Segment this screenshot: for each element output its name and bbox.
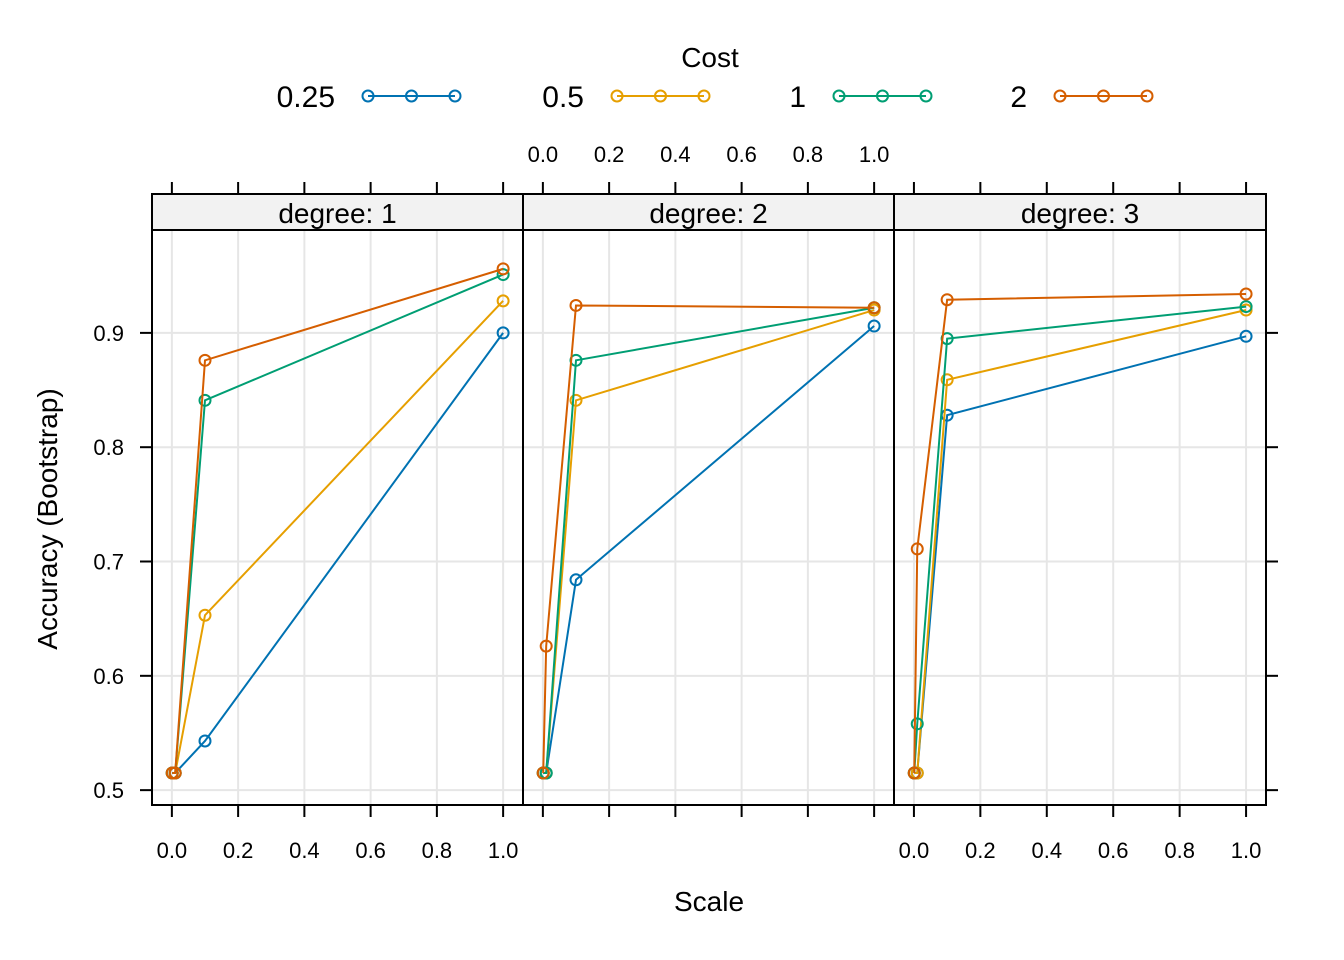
data-point-cost-0.25	[569, 573, 583, 587]
data-point-cost-2	[168, 766, 182, 780]
legend-marker-cost-0.5	[697, 89, 711, 103]
panel-frame	[151, 193, 524, 806]
data-point-cost-1	[1239, 300, 1253, 314]
series-line-cost-0.25	[543, 325, 875, 774]
series-line-cost-2	[542, 304, 875, 774]
x-tick-label: 0.2	[223, 838, 254, 863]
y-tick-label: 0.9	[93, 321, 124, 346]
x-tick-label: 0.6	[726, 142, 757, 167]
legend-marker-cost-0.5	[610, 89, 624, 103]
grid-lines	[152, 230, 1266, 805]
data-point-cost-0.25	[198, 734, 212, 748]
data-point-cost-2	[198, 353, 212, 367]
axis-ticks: 0.0 0.2 0.4 0.6 0.8 1.0 0.0 0.2 0.4 0.6 0.8 1.0 0.0 0…	[93, 142, 1278, 863]
x-tick-label: 0.8	[422, 838, 453, 863]
series-line-cost-2	[913, 293, 1247, 774]
x-tick-label: 0.0	[157, 838, 188, 863]
legend-label-cost-1: 1	[789, 81, 806, 114]
strip-background	[522, 193, 895, 231]
y-axis-title: Accuracy (Bootstrap)	[32, 388, 63, 649]
strip-label-degree-3: degree: 3	[1021, 198, 1139, 229]
legend-marker-cost-2	[1053, 89, 1067, 103]
x-tick-label: 0.6	[1098, 838, 1129, 863]
data-point-cost-2	[907, 766, 921, 780]
x-tick-label: 0.8	[1164, 838, 1195, 863]
series-line-cost-0.5	[543, 309, 875, 774]
series-line-cost-0.5	[172, 300, 504, 774]
data-point-cost-1	[910, 717, 924, 731]
data-point-cost-2	[569, 298, 583, 312]
legend-marker-cost-0.25	[448, 89, 462, 103]
x-tick-label: 0.2	[965, 838, 996, 863]
legend-label-cost-2: 2	[1010, 81, 1027, 114]
y-tick-label: 0.5	[93, 778, 124, 803]
data-point-cost-0.25	[496, 326, 510, 340]
x-tick-label: 0.4	[1031, 838, 1062, 863]
legend-marker-cost-0.25	[405, 89, 418, 103]
data-point-cost-2	[539, 639, 553, 653]
series-line-cost-0.5	[914, 309, 1247, 774]
data-point-cost-2	[1239, 287, 1253, 301]
legend-title: Cost	[681, 42, 739, 73]
legend-marker-cost-0.25	[361, 89, 375, 103]
data-point-cost-2	[867, 301, 881, 315]
series-line-cost-0.25	[172, 332, 504, 774]
x-tick-label: 0.8	[793, 142, 824, 167]
data-point-cost-0.5	[569, 393, 583, 407]
legend-marker-cost-2	[1097, 89, 1110, 103]
data-point-cost-2	[940, 293, 954, 307]
data-series	[165, 262, 1253, 780]
legend-label-cost-0.5: 0.5	[542, 81, 584, 114]
series-line-cost-1	[172, 273, 504, 774]
panel-frame	[893, 193, 1267, 806]
legend-marker-cost-1	[919, 89, 933, 103]
legend-marker-cost-2	[1140, 89, 1154, 103]
x-tick-label: 0.2	[594, 142, 625, 167]
x-tick-label: 0.0	[899, 838, 930, 863]
x-tick-label: 0.4	[289, 838, 320, 863]
x-tick-label: 1.0	[859, 142, 890, 167]
panel-frame	[522, 193, 895, 806]
x-tick-label: 1.0	[1231, 838, 1262, 863]
y-tick-label: 0.7	[93, 550, 124, 575]
panel-frames: degree: 1 degree: 2 degree: 3	[151, 193, 1267, 806]
data-point-cost-0.5	[198, 608, 212, 622]
data-point-cost-2	[496, 262, 510, 276]
data-point-cost-0.25	[867, 319, 881, 333]
legend-marker-cost-1	[876, 89, 889, 103]
legend-marker-cost-1	[832, 89, 846, 103]
x-tick-label: 0.4	[660, 142, 691, 167]
legend-label-cost-0.25: 0.25	[277, 81, 335, 114]
series-line-cost-0.25	[914, 335, 1247, 774]
data-point-cost-1	[198, 393, 212, 407]
x-tick-label: 1.0	[488, 838, 519, 863]
x-tick-label: 0.0	[528, 142, 559, 167]
series-line-cost-1	[913, 305, 1247, 774]
series-line-cost-1	[543, 306, 875, 774]
data-point-cost-2	[910, 542, 924, 556]
series-line-cost-2	[172, 267, 504, 774]
data-point-cost-0.5	[940, 373, 954, 387]
x-tick-label: 0.6	[355, 838, 386, 863]
data-point-cost-0.5	[496, 294, 510, 308]
data-point-cost-0.25	[1239, 329, 1253, 343]
legend: Cost 0.25 0.5 1 2	[277, 42, 1154, 114]
legend-marker-cost-0.5	[654, 89, 667, 103]
y-tick-label: 0.8	[93, 435, 124, 460]
x-axis-title: Scale	[674, 886, 744, 917]
strip-label-degree-1: degree: 1	[278, 198, 396, 229]
strip-label-degree-2: degree: 2	[649, 198, 767, 229]
y-tick-label: 0.6	[93, 664, 124, 689]
data-point-cost-2	[536, 766, 550, 780]
